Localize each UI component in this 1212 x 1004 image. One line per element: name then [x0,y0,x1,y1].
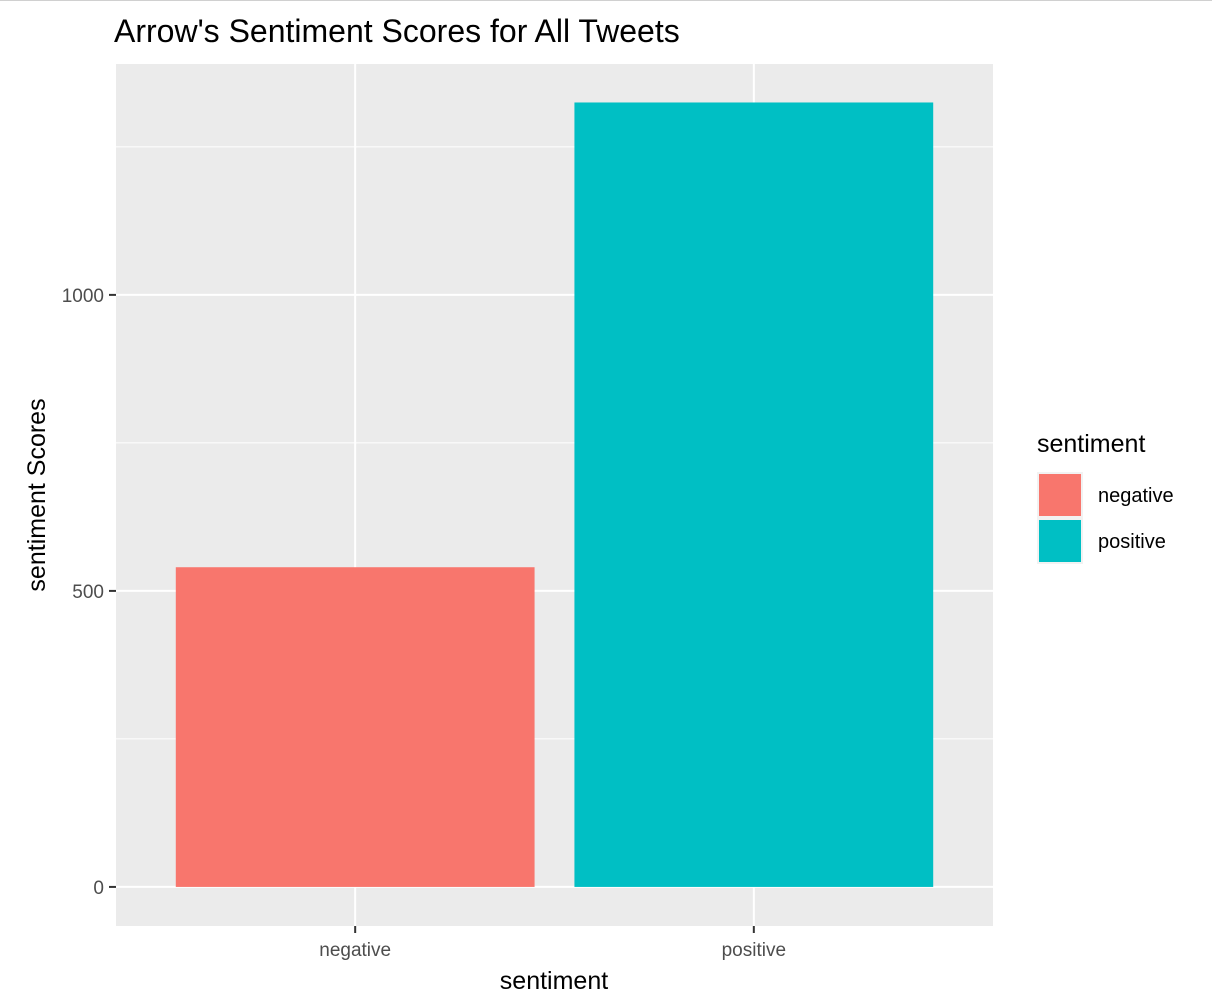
legend-swatch-positive [1039,520,1081,562]
legend-label-negative: negative [1098,485,1174,507]
x-tick-label: positive [722,940,786,961]
legend-title: sentiment [1037,430,1145,458]
chart-title: Arrow's Sentiment Scores for All Tweets [114,13,680,49]
bar-positive [574,102,934,887]
y-tick-label: 500 [72,582,104,603]
y-tick-label: 1000 [62,286,104,307]
legend-label-positive: positive [1098,531,1166,553]
bar-negative [175,567,535,887]
y-axis: 0 500 1000 [62,286,116,899]
x-tick-label: negative [319,940,391,961]
legend: sentiment negative positive [1037,430,1174,564]
legend-swatch-negative [1039,474,1081,516]
y-tick-label: 0 [93,878,104,899]
top-border-line [0,0,1212,1]
legend-items: negative positive [1037,472,1174,564]
bars [175,102,934,887]
y-axis-title: sentiment Scores [23,398,51,591]
x-axis: negative positive [319,926,786,961]
x-axis-title: sentiment [500,967,608,995]
